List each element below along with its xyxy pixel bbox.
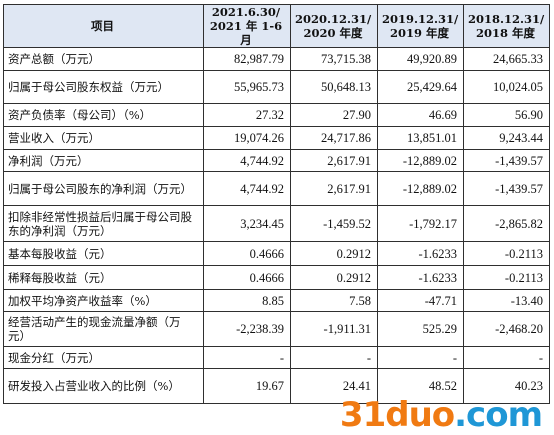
- cell-value: -1,792.17: [377, 205, 464, 242]
- cell-value: -12,889.02: [377, 149, 464, 172]
- cell-value: 24,717.86: [290, 126, 378, 150]
- table-row: 扣除非经常性损益后归属于母公司股东的净利润（万元） 3,234.45 -1,459.…: [3, 205, 550, 242]
- row-label: 净利润（万元）: [3, 149, 204, 172]
- row-label: 营业收入（万元）: [3, 126, 204, 150]
- row-label: 基本每股收益（元）: [3, 241, 204, 266]
- cell-value: 49,920.89: [377, 47, 464, 71]
- cell-value: 27.32: [203, 103, 291, 127]
- cell-value: 27.90: [290, 103, 378, 127]
- row-label: 现金分红（万元）: [3, 346, 204, 369]
- table-row: 净利润（万元） 4,744.92 2,617.91 -12,889.02 -1,439.…: [3, 149, 550, 172]
- table-row: 资产负债率（母公司）（%） 27.32 27.90 46.69 56.90: [3, 103, 550, 127]
- cell-value: 55,965.73: [203, 70, 291, 104]
- header-2018: 2018.12.31/2018 年度: [463, 4, 550, 48]
- row-label: 归属于母公司股东的净利润（万元）: [3, 171, 204, 206]
- cell-value: 4,744.92: [203, 149, 291, 172]
- cell-value: -: [463, 346, 550, 369]
- cell-value: 2,617.91: [290, 171, 378, 206]
- cell-value: -1.6233: [377, 241, 464, 266]
- row-label: 经营活动产生的现金流量净额（万元）: [3, 311, 204, 347]
- table-row: 资产总额（万元） 82,987.79 73,715.38 49,920.89 24,66…: [3, 47, 550, 71]
- cell-value: -0.2113: [463, 265, 550, 290]
- cell-value: 19.67: [203, 368, 291, 404]
- cell-value: -1,439.57: [463, 171, 550, 206]
- table-row: 营业收入（万元） 19,074.26 24,717.86 13,851.01 9,243…: [3, 126, 550, 150]
- cell-value: 82,987.79: [203, 47, 291, 71]
- row-label: 加权平均净资产收益率（%）: [3, 289, 204, 312]
- cell-value: 0.2912: [290, 265, 378, 290]
- watermark-logo: 31duo.com: [339, 395, 543, 435]
- cell-value: 25,429.64: [377, 70, 464, 104]
- cell-value: 8.85: [203, 289, 291, 312]
- cell-value: 50,648.13: [290, 70, 378, 104]
- row-label: 资产负债率（母公司）（%）: [3, 103, 204, 127]
- financial-data-table: 项目 2021.6.30/2021 年 1-6 月 2020.12.31/202…: [3, 4, 550, 404]
- cell-value: 525.29: [377, 311, 464, 347]
- table-row: 稀释每股收益（元） 0.4666 0.2912 -1.6233 -0.2113: [3, 265, 550, 290]
- cell-value: -1,459.52: [290, 205, 378, 242]
- table-row: 研发投入占营业收入的比例（%） 19.67 24.41 48.52 40.23: [3, 368, 550, 404]
- cell-value: 19,074.26: [203, 126, 291, 150]
- header-2021h1: 2021.6.30/2021 年 1-6 月: [203, 4, 291, 48]
- cell-value: 9,243.44: [463, 126, 550, 150]
- cell-value: 0.4666: [203, 241, 291, 266]
- cell-value: 0.2912: [290, 241, 378, 266]
- cell-value: 10,024.05: [463, 70, 550, 104]
- table-row: 加权平均净资产收益率（%） 8.85 7.58 -47.71 -13.40: [3, 289, 550, 312]
- header-row: 项目 2021.6.30/2021 年 1-6 月 2020.12.31/202…: [3, 4, 550, 48]
- table-row: 归属于母公司股东权益（万元） 55,965.73 50,648.13 25,429.6…: [3, 70, 550, 104]
- cell-value: -47.71: [377, 289, 464, 312]
- header-2020: 2020.12.31/2020 年度: [290, 4, 378, 48]
- row-label: 研发投入占营业收入的比例（%）: [3, 368, 204, 404]
- cell-value: -2,865.82: [463, 205, 550, 242]
- cell-value: 0.4666: [203, 265, 291, 290]
- cell-value: -1,911.31: [290, 311, 378, 347]
- cell-value: -12,889.02: [377, 171, 464, 206]
- table-row: 经营活动产生的现金流量净额（万元） -2,238.39 -1,911.31 525.2…: [3, 311, 550, 347]
- cell-value: -2,238.39: [203, 311, 291, 347]
- cell-value: 56.90: [463, 103, 550, 127]
- table-row: 归属于母公司股东的净利润（万元） 4,744.92 2,617.91 -12,889.…: [3, 171, 550, 206]
- cell-value: 46.69: [377, 103, 464, 127]
- cell-value: 3,234.45: [203, 205, 291, 242]
- header-2019: 2019.12.31/2019 年度: [377, 4, 464, 48]
- cell-value: -13.40: [463, 289, 550, 312]
- cell-value: -1,439.57: [463, 149, 550, 172]
- cell-value: 13,851.01: [377, 126, 464, 150]
- row-label: 稀释每股收益（元）: [3, 265, 204, 290]
- row-label: 扣除非经常性损益后归属于母公司股东的净利润（万元）: [3, 205, 204, 242]
- cell-value: 40.23: [463, 368, 550, 404]
- cell-value: -: [203, 346, 291, 369]
- cell-value: 24,665.33: [463, 47, 550, 71]
- cell-value: -2,468.20: [463, 311, 550, 347]
- cell-value: -1.6233: [377, 265, 464, 290]
- cell-value: 48.52: [377, 368, 464, 404]
- cell-value: 73,715.38: [290, 47, 378, 71]
- table-row: 现金分红（万元） - - - -: [3, 346, 550, 369]
- cell-value: 4,744.92: [203, 171, 291, 206]
- header-item: 项目: [3, 4, 204, 48]
- cell-value: -0.2113: [463, 241, 550, 266]
- cell-value: -: [377, 346, 464, 369]
- row-label: 资产总额（万元）: [3, 47, 204, 71]
- cell-value: 7.58: [290, 289, 378, 312]
- row-label: 归属于母公司股东权益（万元）: [3, 70, 204, 104]
- table-row: 基本每股收益（元） 0.4666 0.2912 -1.6233 -0.2113: [3, 241, 550, 266]
- cell-value: 2,617.91: [290, 149, 378, 172]
- cell-value: -: [290, 346, 378, 369]
